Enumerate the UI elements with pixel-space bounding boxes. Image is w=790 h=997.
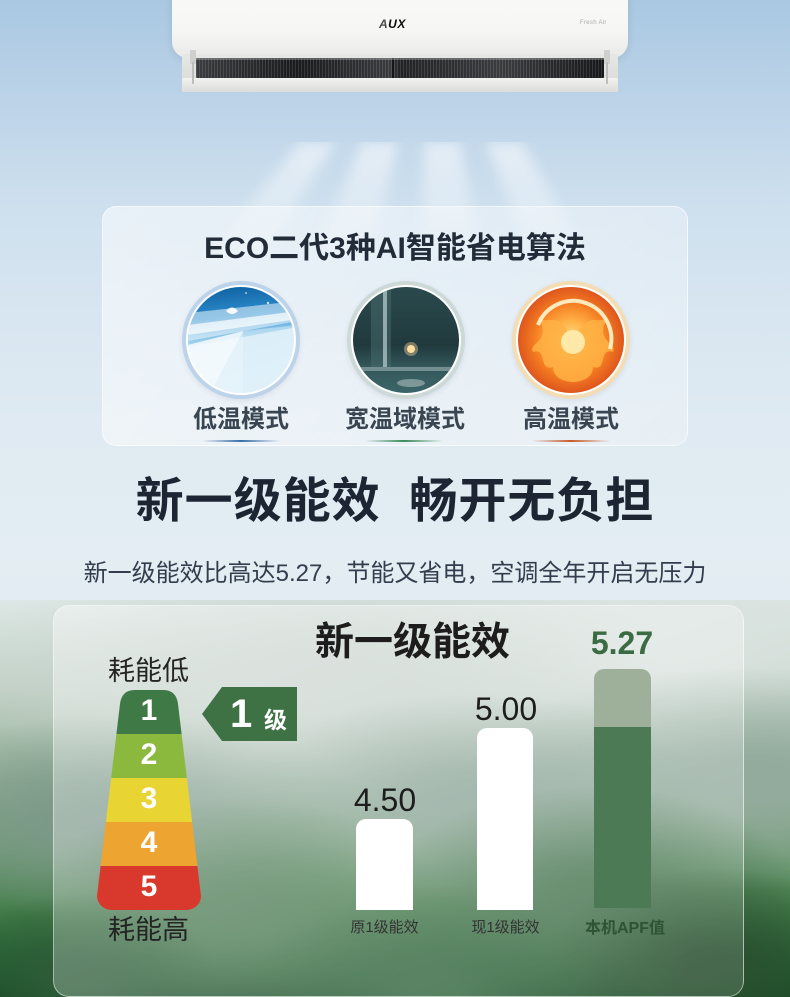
svg-text:4: 4 [141, 826, 158, 859]
svg-text:3: 3 [141, 782, 158, 815]
svg-text:5: 5 [141, 870, 158, 903]
svg-text:1: 1 [141, 694, 158, 727]
svg-text:2: 2 [141, 738, 158, 771]
